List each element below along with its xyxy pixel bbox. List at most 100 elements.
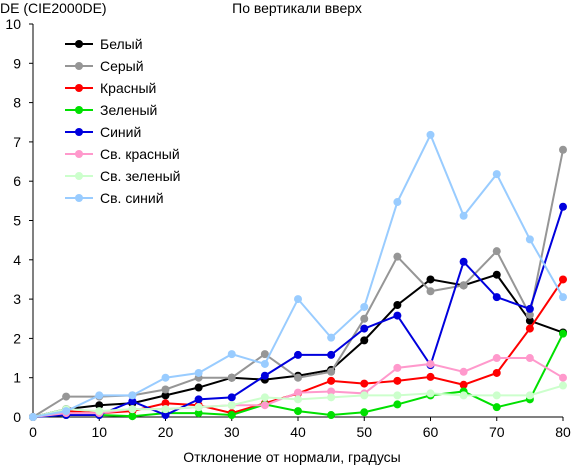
data-point [260, 393, 269, 402]
data-point [194, 368, 203, 377]
legend-box [62, 30, 194, 211]
data-point [327, 367, 336, 376]
data-point [294, 395, 302, 404]
data-point [459, 367, 468, 376]
series-5 [29, 202, 567, 421]
y-tick-label: 0 [13, 409, 21, 425]
data-point [559, 329, 567, 338]
legend-label: Красный [100, 80, 156, 96]
legend-label: Зеленый [100, 102, 157, 118]
data-point [360, 314, 369, 323]
data-point [426, 275, 435, 284]
data-point [260, 401, 269, 410]
data-point [227, 411, 236, 420]
data-point [360, 324, 369, 333]
legend-label: Белый [100, 36, 143, 52]
data-point [559, 293, 567, 302]
data-point [525, 324, 534, 333]
data-point [194, 383, 203, 392]
x-tick-label: 10 [91, 424, 107, 440]
data-point [426, 372, 435, 381]
x-tick-label: 0 [29, 424, 37, 440]
data-point [294, 407, 302, 416]
data-point [459, 257, 468, 266]
legend-item: Св. синий [65, 190, 164, 206]
data-point [492, 270, 501, 279]
data-point [327, 376, 336, 385]
data-point [360, 391, 369, 400]
x-axis-label: Отклонение от нормали, градусы [183, 449, 400, 465]
data-point [360, 408, 369, 417]
legend-item: Св. зеленый [65, 168, 180, 184]
data-point [294, 295, 302, 304]
y-axis-label: DE (CIE2000DE) [0, 0, 107, 16]
data-point [260, 371, 269, 380]
legend-item: Серый [65, 58, 144, 74]
data-point [227, 373, 236, 382]
data-point [128, 405, 137, 414]
data-point [393, 198, 402, 207]
data-point [426, 287, 435, 296]
chart-title: По вертикали вверх [232, 0, 362, 16]
data-point [559, 275, 567, 284]
legend-item: Белый [65, 36, 143, 52]
data-point [95, 401, 104, 410]
data-point [525, 316, 534, 325]
x-tick-label: 70 [489, 424, 505, 440]
data-point [161, 411, 170, 420]
y-tick-label: 5 [13, 213, 21, 229]
data-point [525, 354, 534, 363]
data-point [128, 412, 137, 421]
data-point [327, 333, 336, 342]
data-point [559, 202, 567, 211]
data-point [294, 388, 302, 397]
legend-label: Св. синий [100, 190, 164, 206]
data-point [459, 211, 468, 220]
x-tick-label: 20 [158, 424, 174, 440]
legend: Белый Серый Красный Зеленый Синий Св. красный… [62, 30, 194, 211]
data-point [294, 373, 302, 382]
data-point [393, 300, 402, 309]
data-point [360, 379, 369, 388]
data-point [95, 407, 104, 416]
y-tick-label: 10 [5, 16, 21, 32]
data-point [360, 302, 369, 311]
legend-swatch-marker [75, 128, 83, 136]
legend-swatch-marker [75, 62, 83, 70]
y-tick-label: 2 [13, 330, 21, 346]
data-point [260, 359, 269, 368]
data-point [128, 397, 137, 406]
x-tick-label: 80 [555, 424, 571, 440]
legend-label: Синий [100, 124, 141, 140]
y-tick-label: 9 [13, 55, 21, 71]
legend-item: Св. красный [65, 146, 180, 162]
data-point [327, 411, 336, 420]
data-point [459, 281, 468, 290]
data-point [194, 403, 203, 412]
data-point [227, 393, 236, 402]
data-point [161, 399, 170, 408]
legend-item: Синий [65, 124, 141, 140]
data-point [62, 407, 71, 416]
data-point [227, 401, 236, 410]
data-point [393, 252, 402, 261]
data-point [426, 359, 435, 368]
data-point [360, 336, 369, 345]
data-point [393, 376, 402, 385]
y-tick-label: 6 [13, 173, 21, 189]
legend-label: Св. красный [100, 146, 180, 162]
data-point [393, 391, 402, 400]
data-point [525, 391, 534, 400]
data-point [327, 387, 336, 396]
data-point [492, 170, 501, 179]
x-tick-label: 30 [224, 424, 240, 440]
data-point [492, 391, 501, 400]
data-point [62, 392, 71, 401]
x-tick-label: 50 [356, 424, 372, 440]
data-point [393, 311, 402, 320]
data-point [161, 373, 170, 382]
data-point [161, 385, 170, 394]
x-tick-label: 40 [290, 424, 306, 440]
x-tick-label: 60 [423, 424, 439, 440]
